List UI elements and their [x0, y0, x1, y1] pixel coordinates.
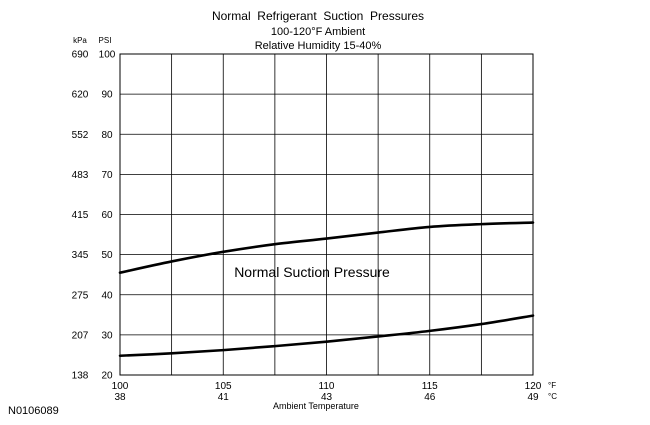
y-tick-label-kpa: 345	[72, 250, 89, 261]
y-tick-label-kpa: 207	[72, 330, 89, 341]
chart-title: Normal Refrigerant Suction Pressures	[212, 9, 424, 23]
x-unit-f: °F	[548, 381, 556, 390]
y-tick-label-psi: 40	[101, 290, 113, 301]
y-tick-label-psi: 100	[99, 50, 116, 61]
y-tick-labels: 690 100 620 90 552 80 483 70 415 60 345 50 275 40 207 3…	[72, 50, 116, 382]
y-tick-label-psi: 30	[101, 330, 113, 341]
y-tick-label-psi: 50	[101, 250, 113, 261]
series-lines	[118, 221, 535, 358]
plot-frame	[119, 53, 534, 376]
chart-subtitle-humidity: Relative Humidity 15-40%	[255, 40, 382, 52]
x-axis-label: Ambient Temperature	[273, 401, 359, 411]
x-tick-label-f: 100	[112, 381, 129, 392]
y-tick-label-kpa: 552	[72, 130, 89, 141]
chart-subtitle-ambient: 100-120°F Ambient	[271, 26, 365, 38]
y-tick-label-psi: 80	[101, 130, 113, 141]
x-tick-label-f: 110	[319, 381, 335, 392]
y-unit-psi: PSI	[99, 36, 112, 45]
y-tick-label-kpa: 275	[72, 290, 89, 301]
normal-suction-pressure-label: Normal Suction Pressure	[234, 264, 390, 280]
x-tick-label-c: 49	[527, 392, 539, 403]
y-unit-kpa: kPa	[73, 36, 87, 45]
lower-pressure-limit-line	[118, 314, 535, 358]
y-tick-label-kpa: 483	[72, 170, 89, 181]
grid	[119, 53, 534, 376]
y-tick-label-psi: 90	[101, 90, 113, 101]
y-tick-label-kpa: 690	[72, 50, 89, 61]
x-unit-c: °C	[548, 392, 557, 401]
y-tick-label-kpa: 138	[72, 371, 89, 382]
figure-id: N0106089	[8, 405, 59, 417]
x-tick-label-c: 43	[321, 392, 333, 403]
x-tick-label-c: 41	[218, 392, 230, 403]
x-tick-label-c: 46	[424, 392, 436, 403]
y-tick-label-psi: 70	[101, 170, 113, 181]
upper-pressure-limit-line	[118, 221, 535, 274]
y-tick-label-kpa: 620	[72, 90, 89, 101]
y-tick-label-kpa: 415	[72, 210, 89, 221]
y-tick-label-psi: 20	[101, 371, 113, 382]
y-tick-label-psi: 60	[101, 210, 113, 221]
x-tick-label-f: 105	[215, 381, 232, 392]
x-tick-label-c: 38	[114, 392, 126, 403]
x-tick-label-f: 115	[422, 381, 438, 392]
x-tick-label-f: 120	[525, 381, 542, 392]
